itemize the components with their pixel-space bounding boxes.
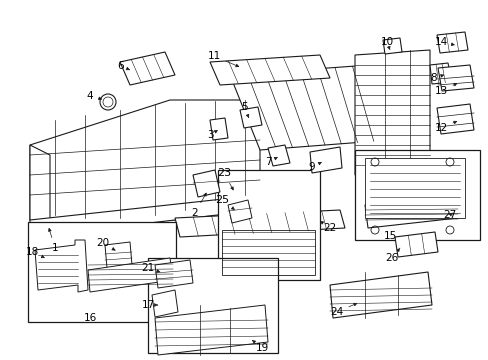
Text: 26: 26 [385,248,399,263]
Polygon shape [88,258,173,292]
Polygon shape [382,38,401,54]
Polygon shape [175,210,345,237]
Polygon shape [364,158,464,218]
Polygon shape [394,232,437,257]
Bar [148,258,278,353]
Text: 5: 5 [240,102,248,117]
Text: 6: 6 [118,61,129,71]
Text: 22: 22 [320,221,336,233]
Text: 16: 16 [83,313,97,323]
Text: 13: 13 [433,84,456,96]
Bar [28,222,176,322]
Text: 17: 17 [141,300,157,310]
Text: 25: 25 [215,195,234,210]
Polygon shape [209,55,329,85]
Polygon shape [120,52,175,85]
Text: 20: 20 [96,238,115,250]
Text: 8: 8 [430,73,443,83]
Text: 12: 12 [433,121,456,133]
Polygon shape [155,260,193,288]
Polygon shape [436,104,473,134]
Polygon shape [436,32,467,53]
Text: 10: 10 [380,37,393,50]
Text: 14: 14 [433,37,453,47]
Polygon shape [30,195,260,237]
Polygon shape [429,63,451,84]
Text: 19: 19 [252,340,268,353]
Polygon shape [364,196,457,228]
Bar [222,230,314,275]
Text: 4: 4 [86,91,102,101]
Polygon shape [193,170,220,197]
Polygon shape [30,145,50,230]
Polygon shape [227,200,251,223]
Text: 7: 7 [264,157,277,167]
Polygon shape [229,65,389,150]
Polygon shape [329,272,431,318]
Text: 1: 1 [48,228,58,253]
Polygon shape [152,290,178,317]
Bar [218,170,319,280]
Text: 27: 27 [443,210,456,220]
Polygon shape [437,65,473,91]
Polygon shape [30,100,260,220]
Polygon shape [105,242,132,268]
Text: 15: 15 [383,231,396,241]
Text: 3: 3 [206,130,217,140]
Polygon shape [155,305,267,355]
Text: 2: 2 [191,193,206,218]
Polygon shape [267,145,289,166]
Polygon shape [209,118,227,140]
Polygon shape [35,240,88,292]
Text: 23: 23 [217,168,233,190]
Text: 9: 9 [308,162,321,172]
Polygon shape [309,147,341,173]
Polygon shape [354,50,429,175]
Text: 11: 11 [207,51,238,67]
Text: 24: 24 [330,303,356,317]
Text: 21: 21 [141,263,160,273]
Polygon shape [240,107,262,128]
Bar [354,150,479,240]
Text: 18: 18 [25,247,44,258]
